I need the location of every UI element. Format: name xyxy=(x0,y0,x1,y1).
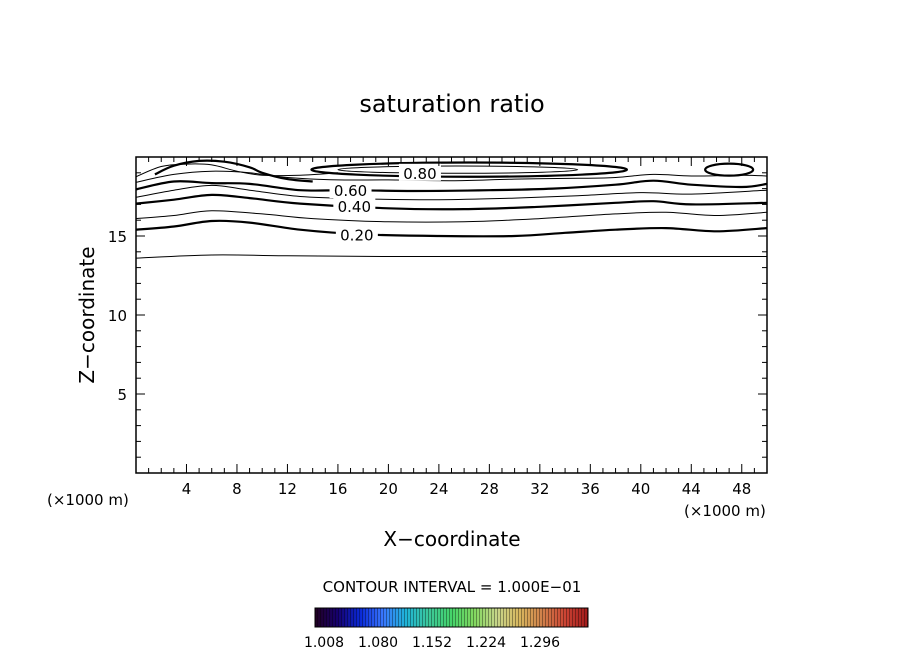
contour-line xyxy=(135,193,768,211)
contour-line xyxy=(154,159,313,183)
x-tick-label: 12 xyxy=(278,480,297,498)
contour-closed xyxy=(337,165,579,174)
contour-line xyxy=(135,184,768,201)
contour-label-bg xyxy=(329,181,372,199)
contour-label: 0.20 xyxy=(340,226,373,244)
contour-label-bg xyxy=(335,225,378,243)
x-unit-right: (×1000 m) xyxy=(684,502,766,520)
y-tick-label: 10 xyxy=(108,307,127,325)
y-axis-ticks: 5 10 15 xyxy=(108,172,767,458)
x-axis-label: X−coordinate xyxy=(383,527,520,551)
contour-label: 0.80 xyxy=(403,165,436,183)
colorbar-tick-label: 1.296 xyxy=(520,635,560,651)
x-tick-label: 28 xyxy=(480,480,499,498)
colorbar-tick-label: 1.008 xyxy=(304,635,344,651)
contour-label: 0.40 xyxy=(338,198,371,216)
contour-closed xyxy=(310,161,629,178)
contour-line xyxy=(135,254,767,259)
contour-label-bg xyxy=(333,196,376,214)
contour-labels: 0.80 0.600.40 0.20 xyxy=(329,163,441,244)
colorbar-frame xyxy=(314,607,589,628)
x-tick-label: 24 xyxy=(429,480,448,498)
contour-interval: CONTOUR INTERVAL = 1.000E−01 xyxy=(323,578,582,596)
contour-closed xyxy=(704,162,755,177)
x-axis-ticks: 4 8 12 16 20 24 28 32 36 40 44 48 xyxy=(148,157,755,498)
colorbar-tick-label: 1.080 xyxy=(358,635,398,651)
x-tick-label: 48 xyxy=(732,480,751,498)
colorbar-stripes xyxy=(315,608,588,627)
x-tick-label: 40 xyxy=(631,480,650,498)
chart-title: saturation ratio xyxy=(359,90,544,118)
colorbar-tick-label: 1.152 xyxy=(412,635,452,651)
x-unit-left: (×1000 m) xyxy=(47,491,129,509)
contour-label-bg xyxy=(398,163,441,181)
colorbar-tick-label: 1.224 xyxy=(466,635,506,651)
x-tick-label: 36 xyxy=(581,480,600,498)
y-tick-label: 15 xyxy=(108,228,127,246)
contour-line xyxy=(135,170,768,183)
x-tick-label: 4 xyxy=(182,480,192,498)
contour-label: 0.60 xyxy=(334,182,367,200)
contour-line xyxy=(135,163,338,178)
x-tick-label: 8 xyxy=(232,480,242,498)
plot-frame xyxy=(135,156,768,474)
contour-line xyxy=(135,219,768,238)
contour-line xyxy=(135,210,768,223)
x-tick-label: 44 xyxy=(682,480,701,498)
x-tick-label: 32 xyxy=(530,480,549,498)
y-tick-label: 5 xyxy=(117,386,127,404)
y-axis-label: Z−coordinate xyxy=(75,246,99,383)
x-tick-label: 20 xyxy=(379,480,398,498)
contour-line xyxy=(135,179,768,193)
colorbar-tick-labels: 1.008 1.080 1.152 1.224 1.296 xyxy=(304,635,560,651)
x-tick-label: 16 xyxy=(328,480,347,498)
contour-lines xyxy=(135,159,768,259)
